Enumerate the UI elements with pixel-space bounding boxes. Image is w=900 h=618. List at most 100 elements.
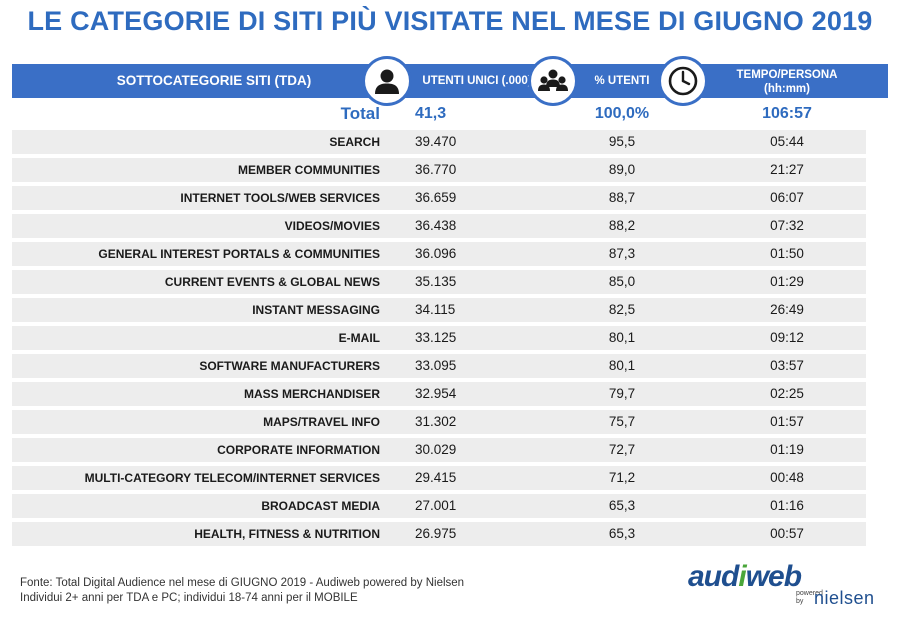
pct-cell: 88,2 [608, 218, 636, 233]
category-cell: MASS MERCHANDISER [243, 387, 380, 401]
category-cell: MAPS/TRAVEL INFO [263, 415, 380, 429]
users-cell: 31.302 [415, 414, 457, 429]
pct-cell: 100,0% [594, 105, 650, 122]
footer-line2: Individui 2+ anni per TDA e PC; individu… [20, 592, 358, 604]
time-cell: 01:16 [770, 498, 804, 513]
footer-line1: Fonte: Total Digital Audience nel mese d… [20, 577, 465, 589]
category-cell: CORPORATE INFORMATION [217, 443, 380, 457]
category-cell: INSTANT MESSAGING [252, 303, 380, 317]
time-cell: 03:57 [770, 358, 804, 373]
category-cell: BROADCAST MEDIA [261, 499, 380, 513]
category-cell: SEARCH [329, 135, 380, 149]
table-row: E-MAIL 33.125 80,1 09:12 [12, 326, 866, 350]
category-cell: GENERAL INTEREST PORTALS & COMMUNITIES [98, 247, 380, 261]
users-cell: 33.125 [415, 330, 457, 345]
clock-icon [658, 56, 708, 106]
users-cell: 32.954 [415, 386, 457, 401]
pct-cell: 79,7 [608, 386, 636, 401]
time-cell: 09:12 [770, 330, 804, 345]
logo-nielsen: nielsen [814, 588, 875, 608]
header-time: TEMPO/PERSONA (hh:mm) [712, 68, 862, 102]
time-cell: 02:25 [770, 386, 804, 401]
users-cell: 36.438 [415, 218, 457, 233]
pct-cell: 80,1 [608, 358, 636, 373]
users-cell: 39.470 [415, 134, 457, 149]
table-row: CURRENT EVENTS & GLOBAL NEWS 35.135 85,0 01… [12, 270, 866, 294]
category-cell: HEALTH, FITNESS & NUTRITION [194, 527, 380, 541]
logo-part1: aud [688, 560, 739, 593]
time-cell: 05:44 [770, 134, 804, 149]
category-cell: SOFTWARE MANUFACTURERS [199, 359, 380, 373]
table-row: BROADCAST MEDIA 27.001 65,3 01:16 [12, 494, 866, 518]
pct-cell: 82,5 [608, 302, 636, 317]
header-users: UTENTI UNICI (.000) [422, 75, 532, 87]
table-row: MULTI-CATEGORY TELECOM/INTERNET SERVICES… [12, 466, 866, 490]
table-row: MASS MERCHANDISER 32.954 79,7 02:25 [12, 382, 866, 406]
category-cell: MULTI-CATEGORY TELECOM/INTERNET SERVICES [84, 471, 380, 485]
header-time-line2: (hh:mm) [764, 83, 810, 95]
pct-cell: 95,5 [608, 134, 636, 149]
pct-cell: 88,7 [608, 190, 636, 205]
users-cell: 27.001 [415, 498, 457, 513]
table-header: SOTTOCATEGORIE SITI (TDA) UTENTI UNICI (… [12, 64, 888, 98]
pct-cell: 89,0 [608, 162, 636, 177]
pct-cell: 75,7 [608, 414, 636, 429]
pct-cell: 65,3 [608, 526, 636, 541]
time-cell: 21:27 [770, 162, 804, 177]
time-cell: 07:32 [770, 218, 804, 233]
time-cell: 06:07 [770, 190, 804, 205]
time-cell: 01:57 [770, 414, 804, 429]
pct-cell: 71,2 [608, 470, 636, 485]
header-time-line1: TEMPO/PERSONA [736, 69, 838, 81]
time-cell: 00:57 [770, 526, 804, 541]
header-pct: % UTENTI [594, 75, 650, 87]
page-title: LE CATEGORIE DI SITI PIÙ VISITATE NEL ME… [27, 6, 873, 36]
category-cell: CURRENT EVENTS & GLOBAL NEWS [164, 275, 380, 289]
group-icon [528, 56, 578, 106]
pct-cell: 87,3 [608, 246, 636, 261]
time-cell: 01:19 [770, 442, 804, 457]
time-cell: 01:29 [770, 274, 804, 289]
category-cell: VIDEOS/MOVIES [284, 219, 380, 233]
users-cell: 36.770 [415, 162, 457, 177]
time-cell: 01:50 [770, 246, 804, 261]
logo-part3: web [745, 560, 802, 593]
category-cell: INTERNET TOOLS/WEB SERVICES [180, 191, 380, 205]
logo-powered: powered [796, 590, 823, 597]
category-cell: Total [340, 104, 380, 123]
table-row: SEARCH 39.470 95,5 05:44 [12, 130, 866, 154]
users-cell: 33.095 [415, 358, 457, 373]
table-row: SOFTWARE MANUFACTURERS 33.095 80,1 03:57 [12, 354, 866, 378]
table-row: MEMBER COMMUNITIES 36.770 89,0 21:27 [12, 158, 866, 182]
total-row: Total 41,3 100,0% 106:57 [12, 102, 866, 126]
audiweb-logo: audiweb powered by nielsen [688, 560, 888, 612]
table-row: MAPS/TRAVEL INFO 31.302 75,7 01:57 [12, 410, 866, 434]
header-category: SOTTOCATEGORIE SITI (TDA) [116, 73, 312, 88]
pct-cell: 65,3 [608, 498, 636, 513]
users-cell: 26.975 [415, 526, 457, 541]
users-cell: 30.029 [415, 442, 457, 457]
category-cell: MEMBER COMMUNITIES [238, 163, 380, 177]
users-cell: 36.659 [415, 190, 457, 205]
table-row: INSTANT MESSAGING 34.115 82,5 26:49 [12, 298, 866, 322]
time-cell: 106:57 [762, 105, 812, 122]
users-cell: 34.115 [415, 302, 456, 317]
logo-by: by [796, 598, 804, 605]
time-cell: 26:49 [770, 302, 804, 317]
pct-cell: 72,7 [608, 442, 636, 457]
users-cell: 36.096 [415, 246, 457, 261]
user-icon [362, 56, 412, 106]
footer-note: Fonte: Total Digital Audience nel mese d… [20, 576, 464, 606]
users-cell: 41,3 [415, 105, 447, 122]
users-cell: 29.415 [415, 470, 457, 485]
pct-cell: 85,0 [608, 274, 636, 289]
table-row: CORPORATE INFORMATION 30.029 72,7 01:19 [12, 438, 866, 462]
users-cell: 35.135 [415, 274, 457, 289]
pct-cell: 80,1 [608, 330, 636, 345]
table-row: GENERAL INTEREST PORTALS & COMMUNITIES 36… [12, 242, 866, 266]
table-row: INTERNET TOOLS/WEB SERVICES 36.659 88,7 06:… [12, 186, 866, 210]
category-cell: E-MAIL [338, 331, 380, 345]
logo-part2: i [738, 560, 746, 593]
logo-powered-by: powered by [796, 590, 823, 606]
table-row: VIDEOS/MOVIES 36.438 88,2 07:32 [12, 214, 866, 238]
